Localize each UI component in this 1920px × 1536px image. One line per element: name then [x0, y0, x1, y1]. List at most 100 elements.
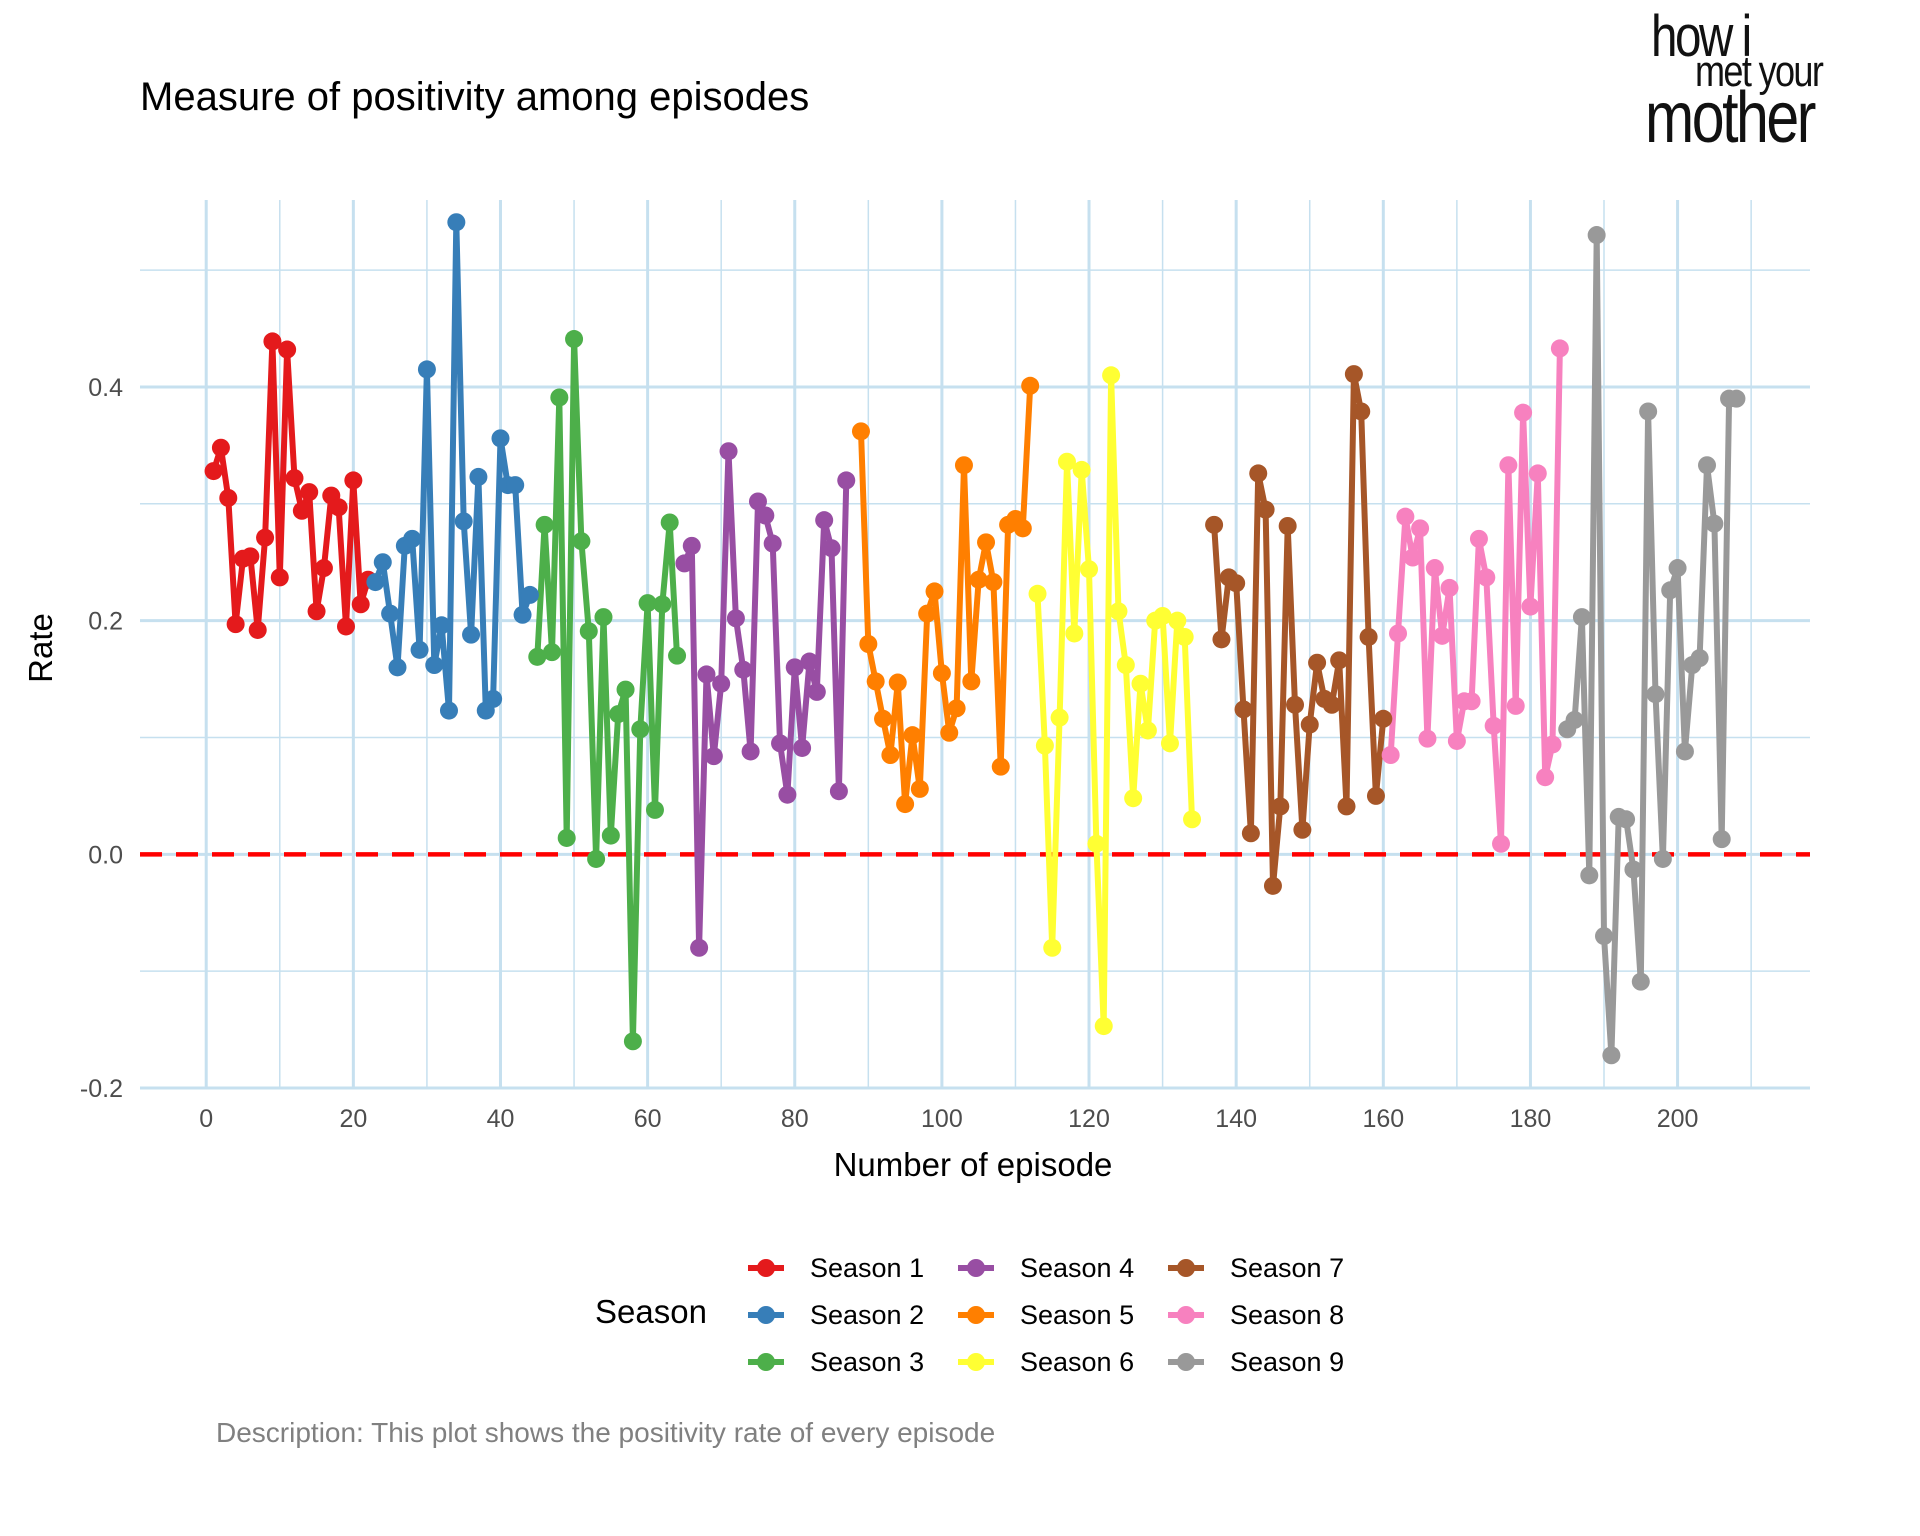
season-5-point	[903, 726, 922, 745]
season-6-point	[1153, 606, 1172, 625]
legend-label-season-8: Season 8	[1230, 1300, 1344, 1330]
y-tick-label: -0.2	[80, 1075, 123, 1103]
season-6-line	[1034, 372, 1195, 1030]
x-axis-label: Number of episode	[834, 1146, 1113, 1183]
season-5-point	[991, 757, 1010, 776]
x-tick-label: 140	[1215, 1105, 1257, 1133]
season-8-point	[1484, 716, 1503, 735]
season-5-point	[977, 533, 996, 552]
season-6-point	[1124, 789, 1143, 808]
season-3-point	[572, 532, 591, 551]
season-1-point	[226, 615, 245, 634]
legend-key-point-season-8	[1177, 1306, 1195, 1324]
season-7-point	[1205, 515, 1224, 534]
season-7-point	[1227, 574, 1246, 593]
season-3-point	[550, 388, 569, 407]
season-5-line	[858, 385, 1034, 808]
season-4-point	[756, 506, 775, 525]
season-6-point	[1072, 460, 1091, 479]
season-1-line	[210, 338, 371, 633]
legend-label-season-5: Season 5	[1020, 1300, 1134, 1330]
x-tick-label: 180	[1510, 1105, 1552, 1133]
season-1-point	[336, 617, 355, 636]
season-2-point	[425, 656, 444, 675]
season-8-point	[1521, 597, 1540, 616]
season-9-point	[1712, 830, 1731, 849]
season-8-point	[1492, 834, 1511, 853]
legend-label-season-1: Season 1	[810, 1253, 924, 1283]
legend-label-season-7: Season 7	[1230, 1253, 1344, 1283]
x-tick-label: 20	[339, 1105, 367, 1133]
y-tick-label: 0.0	[88, 841, 123, 869]
season-9-point	[1675, 742, 1694, 761]
season-6-point	[1168, 611, 1187, 630]
season-5-point	[969, 570, 988, 589]
season-3-point	[601, 826, 620, 845]
season-6-point	[1116, 656, 1135, 675]
season-2-point	[373, 553, 392, 572]
season-2-point	[439, 701, 458, 720]
season-2-line	[372, 219, 533, 714]
season-8-line	[1387, 348, 1563, 847]
season-8-point	[1506, 696, 1525, 715]
season-7-line	[1211, 371, 1387, 889]
season-8-point	[1389, 624, 1408, 643]
season-9-point	[1565, 710, 1584, 729]
season-5-point	[851, 422, 870, 441]
legend-label-season-2: Season 2	[810, 1300, 924, 1330]
legend-label-season-4: Season 4	[1020, 1253, 1134, 1283]
x-tick-label: 60	[634, 1105, 662, 1133]
season-6-point	[1094, 1017, 1113, 1036]
season-7-point	[1256, 500, 1275, 519]
season-8-point	[1403, 548, 1422, 567]
season-4-point	[719, 442, 738, 461]
legend: Season 1 Season 2 Season 3 Season 4 Season 5…	[748, 1253, 1344, 1377]
season-4-point	[726, 609, 745, 628]
season-3-point	[528, 647, 547, 666]
season-1-point	[285, 469, 304, 488]
season-8-point	[1536, 768, 1555, 787]
season-2-point	[417, 360, 436, 379]
season-4-point	[793, 738, 812, 757]
legend-key-point-season-1	[757, 1259, 775, 1277]
season-4-point	[697, 665, 716, 684]
season-9-point	[1727, 389, 1746, 408]
season-8-point	[1425, 559, 1444, 578]
season-9-point	[1602, 1046, 1621, 1065]
season-2-point	[469, 467, 488, 486]
season-9-point	[1639, 402, 1658, 421]
chart-title: Measure of positivity among episodes	[140, 75, 809, 119]
season-7-point	[1286, 695, 1305, 714]
season-6-point	[1057, 452, 1076, 471]
season-7-point	[1308, 653, 1327, 672]
season-5-point	[947, 699, 966, 718]
season-8-point	[1514, 403, 1533, 422]
season-6-point	[1138, 721, 1157, 740]
x-axis-ticks: 0 20 40 60 80 100 120 140 160 180 200	[199, 1105, 1698, 1133]
season-2-point	[484, 689, 503, 708]
season-2-point	[366, 573, 385, 592]
season-3-point	[653, 595, 672, 614]
season-1-point	[314, 559, 333, 578]
season-9-point	[1580, 866, 1599, 885]
season-7-point	[1212, 630, 1231, 649]
season-5-point	[962, 672, 981, 691]
season-6-point	[1175, 627, 1194, 646]
season-4-point	[682, 536, 701, 555]
season-5-point	[866, 672, 885, 691]
season-4-point	[800, 652, 819, 671]
season-6-point	[1183, 810, 1202, 829]
season-9-point	[1631, 972, 1650, 991]
season-1-point	[219, 488, 238, 507]
season-7-point	[1330, 651, 1349, 670]
season-4-point	[822, 539, 841, 558]
season-3-point	[535, 515, 554, 534]
season-5-point	[888, 673, 907, 692]
y-axis-label: Rate	[22, 613, 59, 683]
legend-label-season-9: Season 9	[1230, 1347, 1344, 1377]
season-6-point	[1160, 734, 1179, 753]
season-1-point	[344, 471, 363, 490]
season-7-point	[1263, 876, 1282, 895]
season-8-point	[1396, 507, 1415, 526]
